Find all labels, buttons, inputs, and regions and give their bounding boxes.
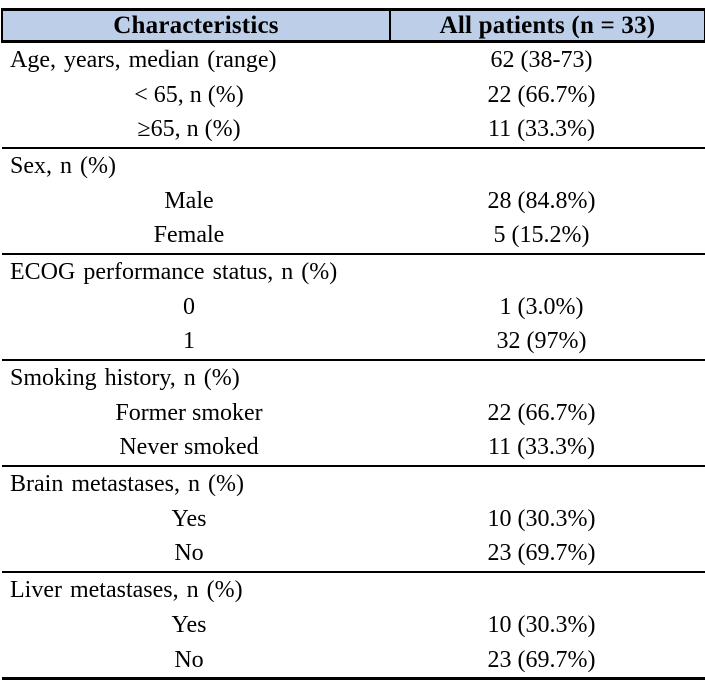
col-header-characteristics: Characteristics: [1, 8, 391, 43]
table-row-age: Age, years, median (range) 62 (38-73): [2, 42, 705, 78]
row-label: Male: [164, 187, 214, 214]
table-row-sex-male: Male 28 (84.8%): [2, 184, 705, 219]
table-row-age-ge65: ≥65, n (%) 11 (33.3%): [2, 112, 705, 148]
row-value: [390, 359, 705, 396]
row-value: 22 (66.7%): [487, 399, 596, 426]
table-row-smoking-former: Former smoker 22 (66.7%): [2, 396, 705, 431]
row-label: Brain metastases, n (%): [2, 465, 390, 502]
row-value: 23 (69.7%): [390, 642, 705, 681]
row-value: 10 (30.3%): [487, 611, 596, 638]
row-label: Smoking history, n (%): [2, 359, 390, 396]
table-row-brain-mets: Brain metastases, n (%): [2, 465, 705, 502]
row-label: Former smoker: [115, 399, 263, 426]
row-label: No: [2, 642, 390, 681]
row-value: 11 (33.3%): [487, 116, 596, 143]
patient-characteristics-table: Characteristics All patients (n = 33) Ag…: [1, 8, 705, 681]
table-row-age-lt65: < 65, n (%) 22 (66.7%): [2, 78, 705, 113]
row-label: < 65, n (%): [134, 81, 244, 108]
table-header-row: Characteristics All patients (n = 33): [1, 8, 705, 43]
table-row-sex: Sex, n (%): [2, 147, 705, 184]
table-row-sex-female: Female 5 (15.2%): [2, 218, 705, 254]
table-row-ecog-1: 1 32 (97%): [2, 325, 705, 361]
row-value: 62 (38-73): [490, 46, 593, 73]
row-label: No: [174, 540, 204, 567]
row-value: 11 (33.3%): [487, 434, 596, 461]
row-label: Yes: [171, 611, 207, 638]
table-row-ecog-0: 0 1 (3.0%): [2, 290, 705, 325]
row-label: Never smoked: [119, 434, 259, 461]
row-label: ≥65, n (%): [137, 116, 241, 143]
row-value: [390, 465, 705, 502]
row-value: 22 (66.7%): [487, 81, 596, 108]
table-row-brain-mets-yes: Yes 10 (30.3%): [2, 502, 705, 537]
characteristics-table: Characteristics All patients (n = 33) Ag…: [1, 8, 705, 681]
row-label: 1: [183, 328, 195, 355]
col-header-all-patients: All patients (n = 33): [389, 8, 705, 43]
row-label: Age, years, median (range): [10, 46, 277, 73]
row-label: 0: [183, 293, 195, 320]
row-value: [390, 147, 705, 184]
row-value: [390, 571, 705, 608]
table-row-liver-mets-no: No 23 (69.7%): [2, 642, 705, 681]
table-row-brain-mets-no: No 23 (69.7%): [2, 537, 705, 573]
row-value: 32 (97%): [496, 328, 587, 355]
row-label: Yes: [171, 505, 207, 532]
row-value: 23 (69.7%): [487, 540, 596, 567]
table-row-smoking: Smoking history, n (%): [2, 359, 705, 396]
row-value: [390, 253, 705, 290]
row-label: Female: [153, 222, 225, 249]
row-label: Sex, n (%): [2, 147, 390, 184]
row-label: Liver metastases, n (%): [2, 571, 390, 608]
table-row-smoking-never: Never smoked 11 (33.3%): [2, 431, 705, 467]
row-value: 1 (3.0%): [499, 293, 584, 320]
table-row-liver-mets: Liver metastases, n (%): [2, 571, 705, 608]
row-value: 10 (30.3%): [487, 505, 596, 532]
table-row-ecog: ECOG performance status, n (%): [2, 253, 705, 290]
row-label: ECOG performance status, n (%): [2, 253, 390, 290]
row-value: 28 (84.8%): [487, 187, 596, 214]
table-row-liver-mets-yes: Yes 10 (30.3%): [2, 608, 705, 643]
row-value: 5 (15.2%): [493, 222, 590, 249]
